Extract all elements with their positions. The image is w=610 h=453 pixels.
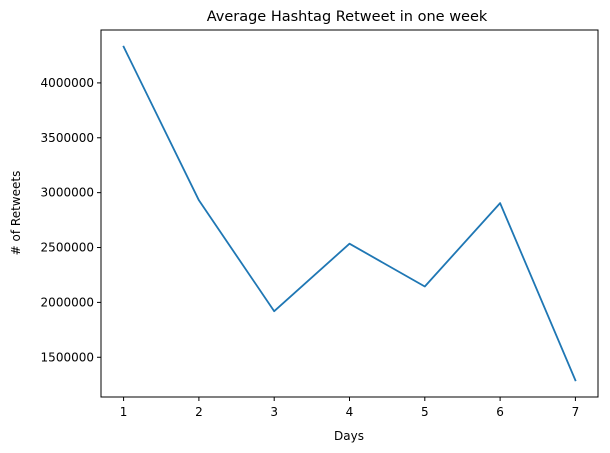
x-tick-label: 7 [572, 405, 580, 419]
y-tick-label: 2500000 [41, 241, 94, 255]
y-tick-label: 1500000 [41, 350, 94, 364]
x-tick-label: 4 [346, 405, 354, 419]
y-axis-label: # of Retweets [9, 171, 23, 256]
y-tick-label: 3500000 [41, 131, 94, 145]
series-line [122, 45, 577, 382]
plot-area: 1 2 3 4 5 6 7 1500000 2000000 2500000 3000000 35000… [41, 45, 580, 419]
x-tick-label: 2 [195, 405, 203, 419]
x-tick-label: 1 [120, 405, 128, 419]
y-tick-label: 3000000 [41, 186, 94, 200]
x-tick-label: 6 [496, 405, 504, 419]
x-axis-label: Days [334, 429, 364, 443]
x-tick-label: 3 [270, 405, 278, 419]
y-tick-label: 4000000 [41, 76, 94, 90]
chart-title: Average Hashtag Retweet in one week [207, 9, 488, 25]
plot-frame [100, 29, 599, 398]
x-tick-label: 5 [421, 405, 429, 419]
y-tick-label: 2000000 [41, 295, 94, 309]
